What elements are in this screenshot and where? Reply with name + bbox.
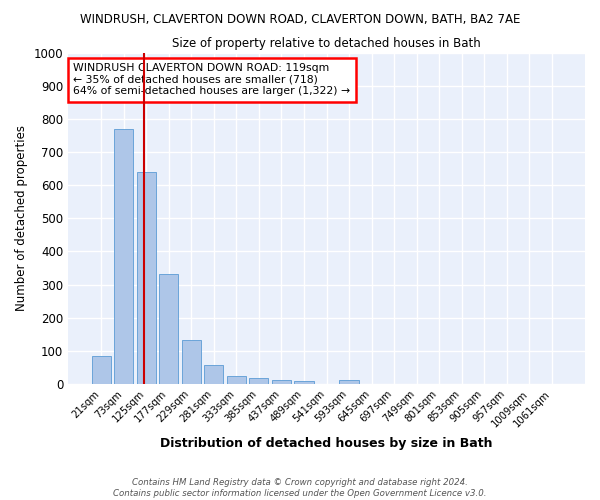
Bar: [204, 364, 223, 384]
Title: Size of property relative to detached houses in Bath: Size of property relative to detached ho…: [172, 38, 481, 51]
Bar: [159, 274, 178, 384]
Bar: [295, 381, 314, 384]
Bar: [227, 376, 246, 384]
Bar: [272, 380, 291, 384]
Text: WINDRUSH, CLAVERTON DOWN ROAD, CLAVERTON DOWN, BATH, BA2 7AE: WINDRUSH, CLAVERTON DOWN ROAD, CLAVERTON…: [80, 12, 520, 26]
X-axis label: Distribution of detached houses by size in Bath: Distribution of detached houses by size …: [160, 437, 493, 450]
Y-axis label: Number of detached properties: Number of detached properties: [15, 126, 28, 312]
Bar: [340, 380, 359, 384]
Text: Contains HM Land Registry data © Crown copyright and database right 2024.
Contai: Contains HM Land Registry data © Crown c…: [113, 478, 487, 498]
Bar: [250, 378, 268, 384]
Bar: [137, 172, 156, 384]
Bar: [92, 356, 110, 384]
Bar: [182, 340, 201, 384]
Bar: [114, 129, 133, 384]
Text: WINDRUSH CLAVERTON DOWN ROAD: 119sqm
← 35% of detached houses are smaller (718)
: WINDRUSH CLAVERTON DOWN ROAD: 119sqm ← 3…: [73, 63, 350, 96]
